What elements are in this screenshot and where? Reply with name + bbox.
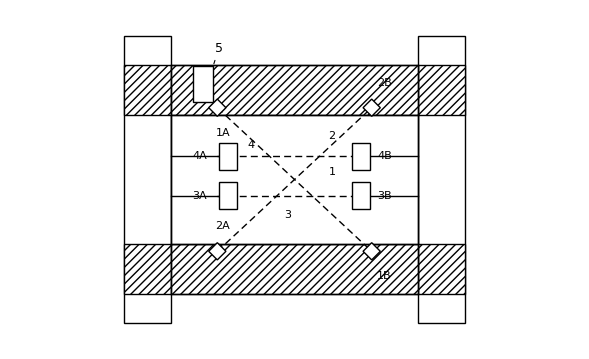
Bar: [418, 65, 465, 115]
Text: 1A: 1A: [216, 128, 230, 138]
Bar: [219, 143, 237, 170]
Text: 5: 5: [214, 42, 223, 64]
Text: 3B: 3B: [377, 191, 392, 201]
Text: 2B: 2B: [377, 78, 392, 88]
Bar: [193, 66, 213, 102]
Bar: [171, 115, 418, 244]
Bar: [418, 244, 465, 294]
Bar: [352, 182, 370, 209]
Polygon shape: [363, 99, 380, 116]
Text: 2A: 2A: [216, 221, 230, 231]
Bar: [171, 65, 418, 115]
Text: 3: 3: [284, 210, 291, 220]
Bar: [219, 182, 237, 209]
Polygon shape: [209, 99, 226, 116]
Text: 4A: 4A: [192, 151, 207, 161]
Text: 1: 1: [329, 167, 336, 177]
Text: 3A: 3A: [192, 191, 207, 201]
Text: 2: 2: [329, 131, 336, 141]
Polygon shape: [209, 243, 226, 260]
Bar: [171, 244, 418, 294]
Text: 1B: 1B: [377, 271, 392, 281]
Bar: [124, 65, 171, 115]
Bar: [418, 36, 465, 323]
Bar: [124, 36, 171, 323]
Polygon shape: [363, 243, 380, 260]
Text: 4: 4: [248, 140, 255, 150]
Bar: [352, 143, 370, 170]
Text: 4B: 4B: [377, 151, 392, 161]
Bar: [124, 244, 171, 294]
